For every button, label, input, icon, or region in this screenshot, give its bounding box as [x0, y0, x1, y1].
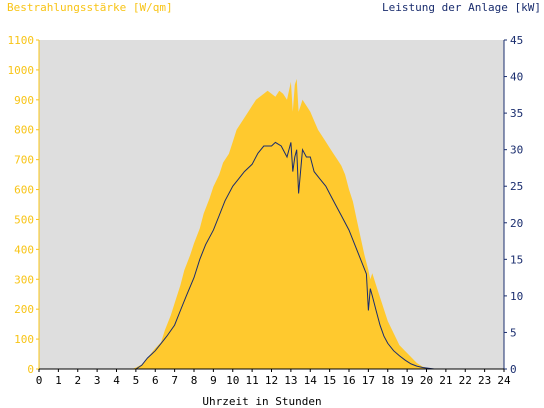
right-tick-label: 35 — [510, 107, 523, 120]
x-tick-label: 10 — [226, 374, 239, 387]
x-tick-label: 15 — [323, 374, 336, 387]
x-tick-label: 0 — [36, 374, 43, 387]
x-tick-label: 24 — [497, 374, 511, 387]
right-tick-label: 5 — [510, 326, 517, 339]
x-tick-label: 20 — [420, 374, 433, 387]
left-axis-title: Bestrahlungsstärke [W/qm] — [7, 1, 173, 14]
left-tick-label: 500 — [14, 213, 34, 226]
left-tick-label: 0 — [27, 363, 34, 376]
x-axis-title: Uhrzeit in Stunden — [202, 395, 321, 408]
right-tick-label: 20 — [510, 217, 523, 230]
left-tick-label: 1000 — [8, 64, 35, 77]
x-tick-label: 3 — [94, 374, 101, 387]
x-tick-label: 4 — [113, 374, 120, 387]
x-tick-label: 18 — [381, 374, 394, 387]
left-tick-label: 900 — [14, 94, 34, 107]
right-axis-title: Leistung der Anlage [kW] — [382, 1, 541, 14]
left-tick-label: 700 — [14, 154, 34, 167]
x-tick-label: 12 — [265, 374, 278, 387]
series-power-line — [39, 141, 504, 370]
x-tick-label: 14 — [304, 374, 318, 387]
plot-layer — [39, 78, 504, 370]
right-tick-label: 15 — [510, 253, 523, 266]
right-tick-label: 40 — [510, 71, 523, 84]
right-tick-label: 25 — [510, 180, 523, 193]
x-tick-label: 6 — [152, 374, 159, 387]
right-tick-label: 0 — [510, 363, 517, 376]
x-tick-label: 8 — [191, 374, 198, 387]
left-tick-label: 400 — [14, 243, 34, 256]
x-tick-label: 5 — [133, 374, 140, 387]
x-tick-label: 7 — [171, 374, 178, 387]
x-tick-label: 22 — [459, 374, 472, 387]
axes-layer: 0100200300400500600700800900100011000510… — [8, 34, 524, 387]
left-tick-label: 200 — [14, 303, 34, 316]
x-tick-label: 23 — [478, 374, 491, 387]
x-tick-label: 21 — [439, 374, 452, 387]
x-tick-label: 13 — [284, 374, 297, 387]
right-tick-label: 10 — [510, 290, 523, 303]
left-tick-label: 1100 — [8, 34, 35, 47]
x-tick-label: 11 — [246, 374, 259, 387]
x-tick-label: 16 — [342, 374, 355, 387]
left-tick-label: 300 — [14, 273, 34, 286]
right-tick-label: 30 — [510, 144, 523, 157]
left-tick-label: 800 — [14, 124, 34, 137]
series-irradiance-area — [39, 78, 504, 370]
right-tick-label: 45 — [510, 34, 523, 47]
x-tick-label: 9 — [210, 374, 217, 387]
left-tick-label: 100 — [14, 333, 34, 346]
x-tick-label: 2 — [74, 374, 81, 387]
x-tick-label: 17 — [362, 374, 375, 387]
x-tick-label: 19 — [401, 374, 414, 387]
x-tick-label: 1 — [55, 374, 62, 387]
left-tick-label: 600 — [14, 184, 34, 197]
